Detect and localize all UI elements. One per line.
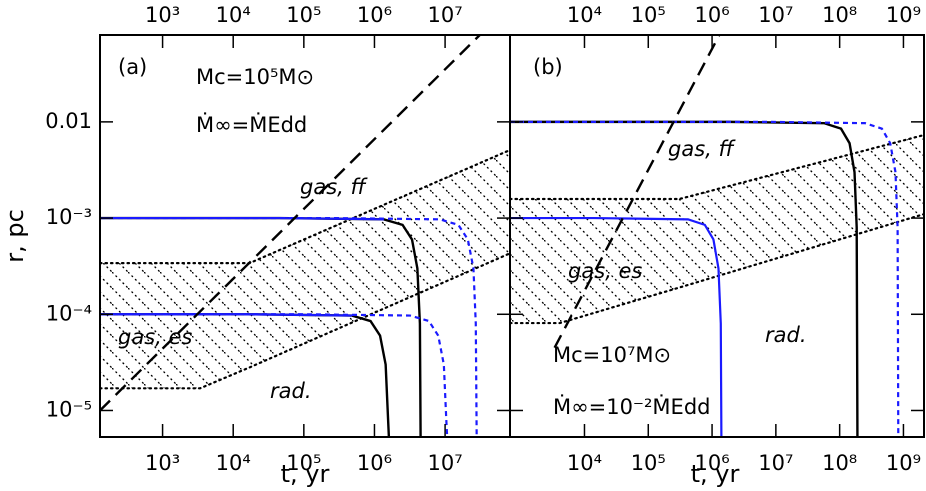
x-tick-label: 10⁷	[428, 451, 463, 475]
x-tick-label: 10⁹	[886, 451, 921, 475]
y-axis-label: r, pc	[1, 209, 29, 263]
x-tick-label-top: 10⁶	[694, 3, 729, 27]
x-tick-label: 10⁶	[357, 451, 392, 475]
annotation: Mc=10⁵M⊙	[196, 65, 314, 89]
band-lower-edge	[510, 212, 924, 325]
x-tick-label: 10⁸	[822, 451, 857, 475]
annotation: gas, es	[568, 259, 642, 283]
x-tick-label: 10⁵	[631, 451, 666, 475]
x-tick-label: 10⁴	[567, 451, 602, 475]
curve	[100, 35, 481, 412]
annotation: Ṁ∞=ṀEdd	[196, 112, 307, 137]
x-tick-label: 10⁴	[216, 451, 251, 475]
annotation: rad.	[765, 323, 807, 347]
curve	[510, 120, 900, 437]
x-tick-label-top: 10⁵	[286, 3, 321, 27]
y-tick-label: 0.01	[45, 109, 92, 133]
x-tick-label-top: 10⁸	[822, 3, 857, 27]
annotation: gas, es	[118, 325, 192, 349]
curve	[100, 216, 478, 437]
x-axis-label: t, yr	[281, 460, 330, 488]
x-tick-label-top: 10⁴	[567, 3, 602, 27]
curve	[100, 216, 384, 221]
x-tick-label-top: 10⁹	[886, 3, 921, 27]
x-tick-label-top: 10⁷	[758, 3, 793, 27]
plot-area	[510, 35, 924, 437]
x-tick-label: 10⁵	[286, 451, 321, 475]
curve	[510, 216, 723, 437]
annotation: gas, ff	[668, 137, 736, 161]
annotation: rad.	[270, 379, 312, 403]
x-tick-label: 10⁷	[758, 451, 793, 475]
y-tick-label: 10⁻⁴	[46, 301, 92, 325]
plot-area	[100, 35, 510, 437]
y-tick-label: 10⁻⁵	[46, 397, 92, 421]
x-tick-label-top: 10⁷	[428, 3, 463, 27]
x-tick-label: 10³	[145, 451, 180, 475]
annotation: Mc=10⁷M⊙	[553, 343, 671, 367]
x-axis-label: t, yr	[691, 460, 740, 488]
annotation: Ṁ∞=10⁻²ṀEdd	[553, 394, 710, 419]
plot-frame	[509, 34, 925, 438]
annotation: (b)	[533, 55, 563, 79]
x-tick-label-top: 10⁴	[216, 3, 251, 27]
y-tick-label: 10⁻³	[46, 205, 92, 229]
band-lower-edge	[100, 252, 510, 390]
x-tick-label-top: 10⁶	[357, 3, 392, 27]
x-tick-label-top: 10³	[145, 3, 180, 27]
hatched-band	[510, 135, 924, 324]
curve	[553, 35, 721, 349]
band-upper-edge	[100, 148, 510, 265]
x-tick-label: 10⁶	[694, 451, 729, 475]
band-upper-edge	[510, 133, 924, 201]
annotation: gas, ff	[300, 175, 368, 199]
annotation: (a)	[118, 55, 147, 79]
x-tick-label-top: 10⁵	[631, 3, 666, 27]
hatched-band	[100, 150, 510, 389]
